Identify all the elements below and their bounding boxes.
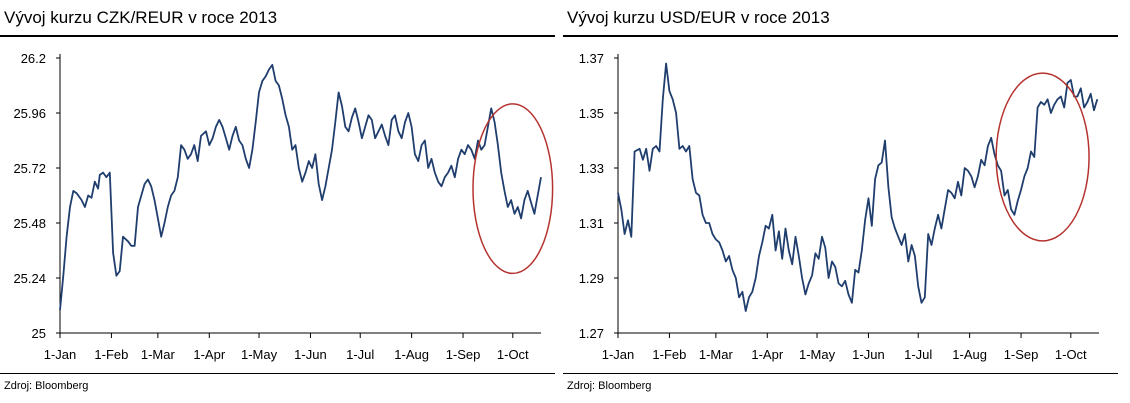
- y-tick-label: 25.48: [13, 216, 46, 231]
- x-tick-label: 1-Oct: [497, 347, 529, 362]
- x-tick-label: 1-Aug: [952, 347, 987, 362]
- source-note: Zdroj: Bloomberg: [567, 380, 652, 392]
- chart-czk-eur: 26.2 25.96 25.72 25.48 25.24 25 1-Jan 1-Feb 1-Ma…: [13, 51, 554, 362]
- title-rule: [0, 35, 555, 37]
- x-tick-label: 1-Apr: [193, 347, 225, 362]
- highlight-ellipse: [472, 103, 554, 275]
- x-tick-label: 1-Sep: [1004, 347, 1039, 362]
- x-tick-label: 1-Jan: [44, 347, 77, 362]
- highlight-ellipse: [995, 72, 1090, 242]
- y-tick-label: 1.31: [579, 216, 604, 231]
- y-tick-label: 25.96: [13, 106, 46, 121]
- bottom-rule: [563, 373, 1118, 374]
- bottom-rule: [0, 373, 555, 374]
- x-tick-label: 1-Jun: [294, 347, 327, 362]
- x-tick-label: 1-Mar: [699, 347, 734, 362]
- title-rule: [563, 35, 1118, 37]
- chart-panel-usd: Vývoj kurzu USD/EUR v roce 2013 1.37 1.35…: [563, 0, 1118, 403]
- y-tick-label: 25: [32, 326, 46, 341]
- y-tick-label: 1.35: [579, 106, 604, 121]
- x-tick-label: 1-May: [241, 347, 278, 362]
- source-note: Zdroj: Bloomberg: [4, 380, 89, 392]
- y-tick-label: 25.72: [13, 161, 46, 176]
- series-line: [59, 63, 542, 311]
- x-tick-label: 1-Feb: [94, 347, 128, 362]
- x-tick-label: 1-Sep: [446, 347, 481, 362]
- x-tick-label: 1-Oct: [1055, 347, 1087, 362]
- y-tick-label: 25.24: [13, 271, 46, 286]
- series-line: [617, 62, 1099, 312]
- chart-panel-czk: Vývoj kurzu CZK/REUR v roce 2013 26.2 25.…: [0, 0, 555, 403]
- x-tick-label: 1-Aug: [394, 347, 429, 362]
- x-tick-label: 1-May: [799, 347, 836, 362]
- x-tick-label: 1-Jan: [602, 347, 635, 362]
- chart-usd-eur: 1.37 1.35 1.33 1.31 1.29 1.27 1-Jan 1-Feb 1-Mar 1…: [579, 51, 1099, 362]
- y-tick-label: 26.2: [21, 51, 46, 66]
- y-tick-label: 1.27: [579, 326, 604, 341]
- chart-title: Vývoj kurzu CZK/REUR v roce 2013: [4, 8, 278, 27]
- x-tick-label: 1-Jun: [852, 347, 885, 362]
- chart-title: Vývoj kurzu USD/EUR v roce 2013: [567, 8, 830, 27]
- x-tick-label: 1-Jul: [346, 347, 374, 362]
- y-tick-label: 1.29: [579, 271, 604, 286]
- x-tick-label: 1-Mar: [141, 347, 176, 362]
- x-tick-label: 1-Jul: [904, 347, 932, 362]
- x-tick-label: 1-Feb: [652, 347, 686, 362]
- y-tick-label: 1.33: [579, 161, 604, 176]
- y-tick-label: 1.37: [579, 51, 604, 66]
- x-tick-label: 1-Apr: [751, 347, 783, 362]
